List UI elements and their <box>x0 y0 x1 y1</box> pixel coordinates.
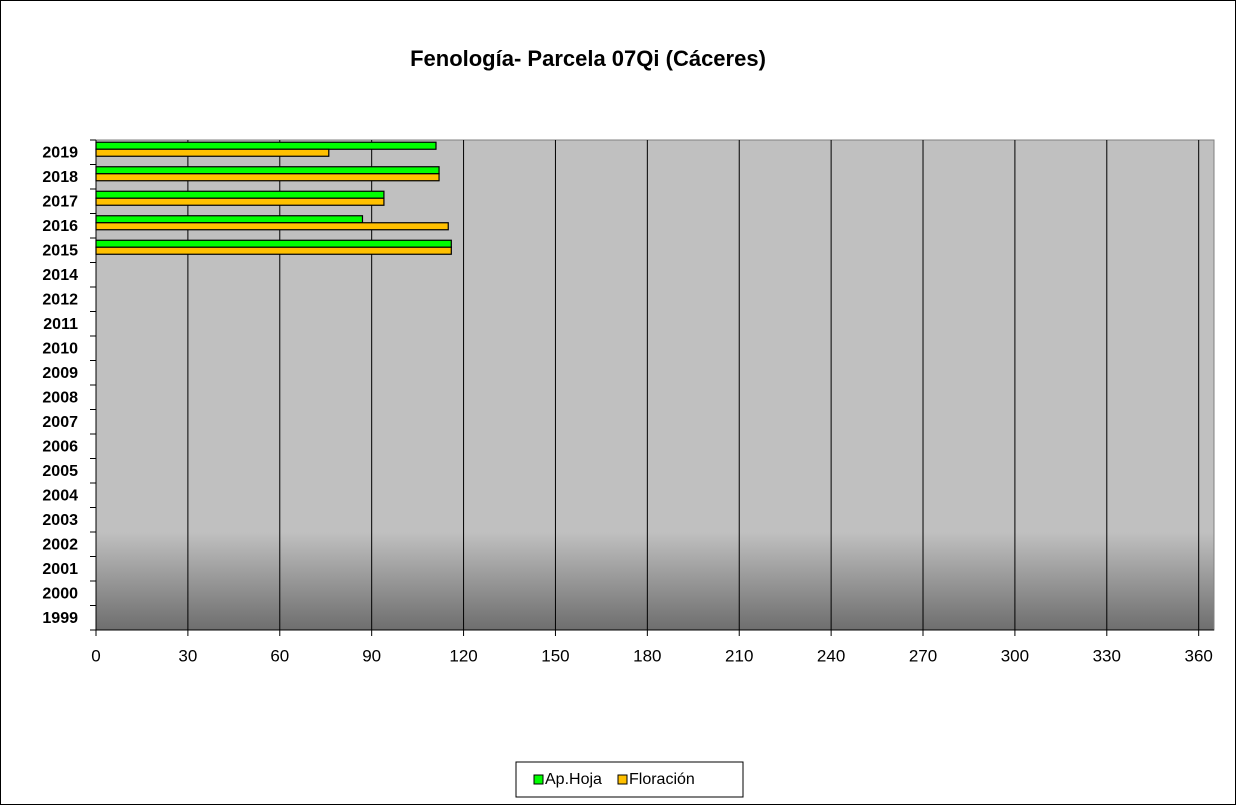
y-tick-label: 2018 <box>42 169 78 186</box>
y-tick-label: 2009 <box>42 365 78 382</box>
y-tick-label: 2010 <box>42 340 78 357</box>
y-tick-label: 2003 <box>42 512 78 529</box>
x-tick-label: 210 <box>725 646 753 665</box>
y-tick-label: 2019 <box>42 144 78 161</box>
y-tick-label: 2015 <box>42 242 78 259</box>
y-tick-label: 2001 <box>42 561 78 578</box>
x-tick-label: 60 <box>270 646 289 665</box>
legend-box <box>515 761 744 798</box>
y-tick-label: 2004 <box>42 487 78 504</box>
bar <box>95 215 364 224</box>
y-tick-label: 2012 <box>42 291 78 308</box>
x-tick-label: 360 <box>1184 646 1212 665</box>
x-tick-label: 0 <box>91 646 100 665</box>
x-tick-label: 120 <box>449 646 477 665</box>
bar <box>95 148 330 157</box>
bar <box>95 246 452 255</box>
x-tick-label: 270 <box>909 646 937 665</box>
y-tick-label: 2005 <box>42 463 78 480</box>
x-tick-label: 30 <box>178 646 197 665</box>
chart-title: Fenología- Parcela 07Qi (Cáceres) <box>410 46 766 71</box>
y-tick-label: 2007 <box>42 414 78 431</box>
x-tick-label: 150 <box>541 646 569 665</box>
bar <box>95 173 440 182</box>
x-tick-label: 330 <box>1093 646 1121 665</box>
y-tick-label: 2014 <box>42 267 78 284</box>
bar <box>95 166 440 175</box>
bar <box>95 239 452 248</box>
y-tick-label: 2016 <box>42 218 78 235</box>
bar <box>95 141 437 150</box>
plot-area <box>95 139 1215 631</box>
y-tick-label: 1999 <box>42 610 78 627</box>
x-tick-label: 90 <box>362 646 381 665</box>
legend-swatch <box>533 774 544 785</box>
x-tick-label: 180 <box>633 646 661 665</box>
x-tick-label: 300 <box>1001 646 1029 665</box>
bar <box>95 190 385 199</box>
y-tick-label: 2008 <box>42 389 78 406</box>
bar <box>95 222 449 231</box>
y-tick-label: 2000 <box>42 585 78 602</box>
y-tick-label: 2006 <box>42 438 78 455</box>
legend-swatch <box>617 774 628 785</box>
legend-label: Ap.Hoja <box>545 771 602 788</box>
y-tick-label: 2011 <box>43 316 78 333</box>
x-tick-label: 240 <box>817 646 845 665</box>
y-tick-label: 2002 <box>42 536 78 553</box>
bar <box>95 197 385 206</box>
y-tick-label: 2017 <box>42 193 78 210</box>
legend-label: Floración <box>629 771 695 788</box>
